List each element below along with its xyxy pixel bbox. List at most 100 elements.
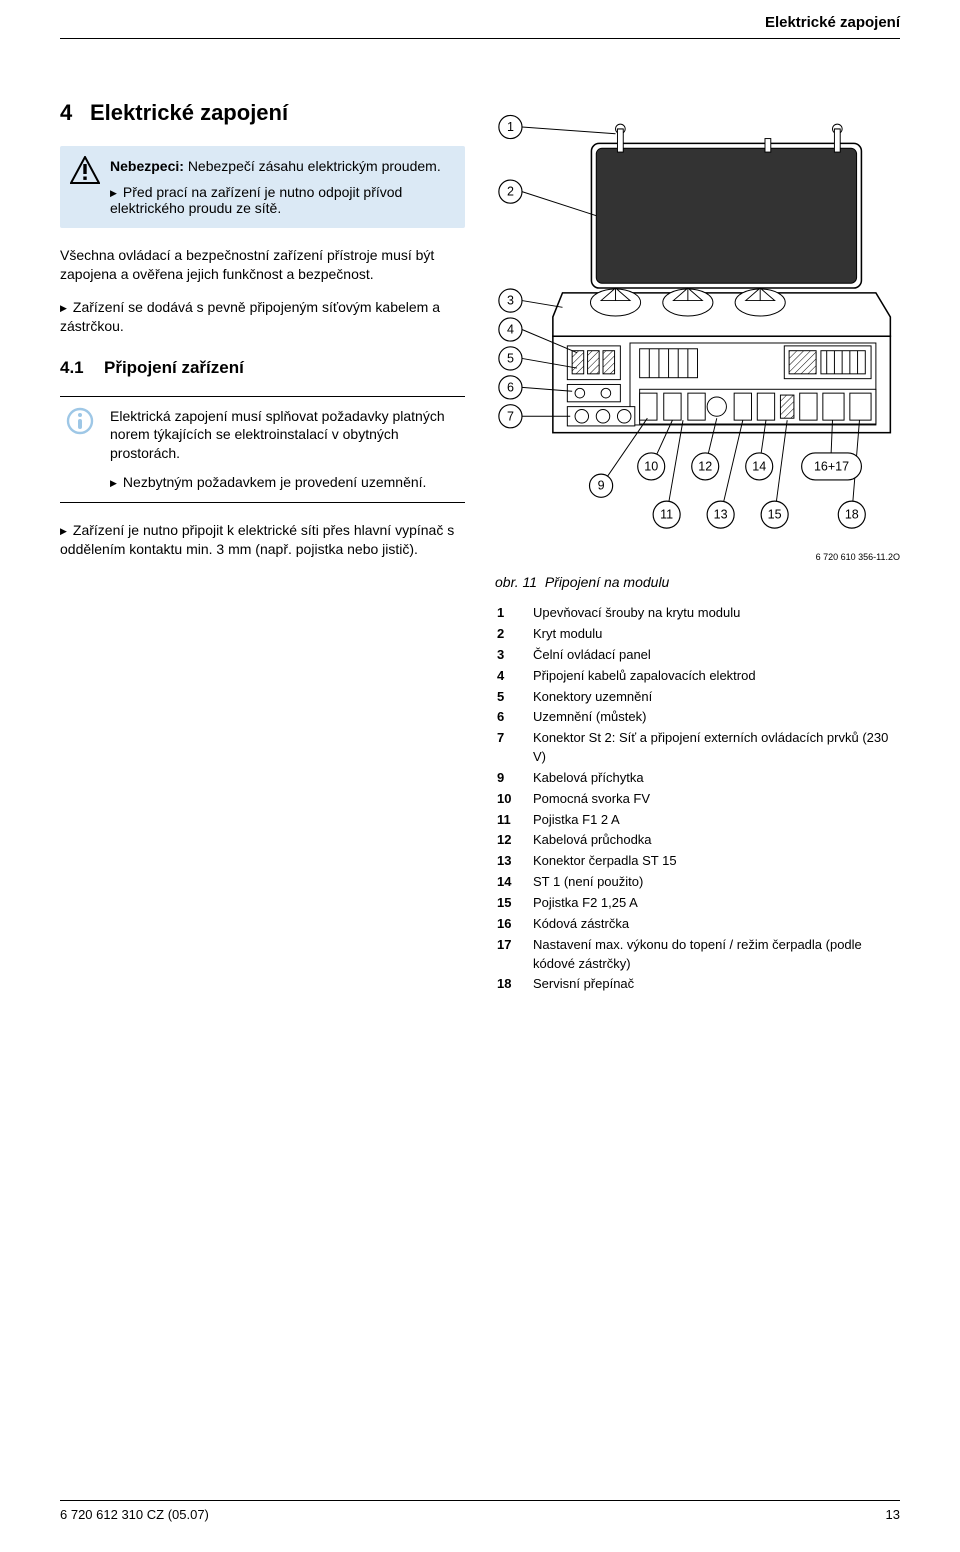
screw-icon	[832, 124, 842, 152]
legend-row: 5Konektory uzemnění	[497, 688, 898, 707]
legend-row: 12Kabelová průchodka	[497, 831, 898, 850]
footer-page-number: 13	[886, 1507, 900, 1522]
figure-caption-prefix: obr. 11	[495, 574, 537, 590]
callout: 12	[692, 453, 719, 480]
subsection-heading: 4.1Připojení zařízení	[60, 358, 465, 378]
legend-row: 15Pojistka F2 1,25 A	[497, 894, 898, 913]
callout: 2	[499, 180, 522, 203]
legend-number: 7	[497, 729, 531, 767]
legend-text: ST 1 (není použito)	[533, 873, 898, 892]
legend-text: Konektory uzemnění	[533, 688, 898, 707]
callout: 18	[838, 501, 865, 528]
legend-text: Kabelová příchytka	[533, 769, 898, 788]
legend-text: Nastavení max. výkonu do topení / režim …	[533, 936, 898, 974]
subsection-title: Připojení zařízení	[104, 358, 244, 377]
section-heading: 4Elektrické zapojení	[60, 100, 465, 126]
header-rule	[60, 38, 900, 39]
warning-box: Nebezpeci: Nebezpečí zásahu elektrickým …	[60, 146, 465, 228]
legend-row: 4Připojení kabelů zapalovacích elektrod	[497, 667, 898, 686]
callout: 7	[499, 405, 522, 428]
svg-text:2: 2	[507, 185, 514, 199]
legend-text: Kryt modulu	[533, 625, 898, 644]
svg-text:18: 18	[845, 508, 859, 522]
legend-number: 18	[497, 975, 531, 994]
svg-text:11: 11	[660, 508, 673, 522]
callout: 15	[761, 501, 788, 528]
legend-text: Pojistka F1 2 A	[533, 811, 898, 830]
legend-row: 1Upevňovací šrouby na krytu modulu	[497, 604, 898, 623]
module-diagram: 1 2 3 4 5 6 7 9 10 12 14 16+17 11 13 15 …	[495, 100, 900, 556]
svg-text:10: 10	[644, 459, 658, 473]
section-number: 4	[60, 100, 90, 126]
callout: 11	[653, 501, 680, 528]
info-icon	[66, 407, 94, 435]
callout: 1	[499, 115, 522, 138]
svg-text:1: 1	[507, 120, 514, 134]
legend-text: Upevňovací šrouby na krytu modulu	[533, 604, 898, 623]
legend-text: Kódová zástrčka	[533, 915, 898, 934]
callout: 13	[707, 501, 734, 528]
legend-number: 4	[497, 667, 531, 686]
info-item: Nezbytným požadavkem je provedení uzemně…	[110, 473, 455, 492]
warning-triangle-icon	[70, 156, 100, 184]
legend-row: 17Nastavení max. výkonu do topení / reži…	[497, 936, 898, 974]
legend-text: Konektor St 2: Síť a připojení externích…	[533, 729, 898, 767]
legend-text: Konektor čerpadla ST 15	[533, 852, 898, 871]
legend-text: Připojení kabelů zapalovacích elektrod	[533, 667, 898, 686]
svg-text:3: 3	[507, 294, 514, 308]
legend-number: 14	[497, 873, 531, 892]
legend-text: Servisní přepínač	[533, 975, 898, 994]
paragraph: Všechna ovládací a bezpečnostní zařízení…	[60, 246, 465, 284]
legend-row: 16Kódová zástrčka	[497, 915, 898, 934]
svg-text:5: 5	[507, 351, 514, 365]
legend-text: Uzemnění (můstek)	[533, 708, 898, 727]
legend-number: 11	[497, 811, 531, 830]
legend-text: Čelní ovládací panel	[533, 646, 898, 665]
screw-icon	[616, 124, 626, 152]
callout: 5	[499, 347, 522, 370]
legend-row: 18Servisní přepínač	[497, 975, 898, 994]
figure-caption-text: Připojení na modulu	[545, 574, 670, 590]
legend-row: 3Čelní ovládací panel	[497, 646, 898, 665]
subsection-number: 4.1	[60, 358, 104, 378]
legend-number: 13	[497, 852, 531, 871]
svg-text:7: 7	[507, 409, 514, 423]
info-block: Elektrická zapojení musí splňovat požada…	[60, 396, 465, 504]
callout: 10	[638, 453, 665, 480]
callout: 4	[499, 318, 522, 341]
legend-number: 17	[497, 936, 531, 974]
callout: 3	[499, 289, 522, 312]
left-column: 4Elektrické zapojení Nebezpeci: Nebezpeč…	[60, 100, 465, 996]
figure-legend: 1Upevňovací šrouby na krytu modulu2Kryt …	[495, 602, 900, 996]
bullet-item: Zařízení se dodává s pevně připojeným sí…	[60, 298, 465, 336]
legend-row: 6Uzemnění (můstek)	[497, 708, 898, 727]
warning-label: Nebezpeci:	[110, 158, 184, 174]
figure-caption: obr. 11 Připojení na modulu	[495, 574, 900, 590]
svg-text:4: 4	[507, 322, 514, 336]
page-footer: 6 720 612 310 CZ (05.07) 13	[60, 1500, 900, 1522]
info-paragraph: Elektrická zapojení musí splňovat požada…	[110, 407, 455, 464]
svg-text:13: 13	[714, 508, 728, 522]
svg-text:14: 14	[752, 459, 766, 473]
legend-number: 16	[497, 915, 531, 934]
bullet-item: Zařízení je nutno připojit k elektrické …	[60, 521, 465, 559]
svg-text:6: 6	[507, 380, 514, 394]
legend-number: 10	[497, 790, 531, 809]
legend-row: 7Konektor St 2: Síť a připojení externíc…	[497, 729, 898, 767]
right-column: 1 2 3 4 5 6 7 9 10 12 14 16+17 11 13 15 …	[495, 100, 900, 996]
legend-number: 12	[497, 831, 531, 850]
callout: 16+17	[802, 453, 862, 480]
callout: 6	[499, 376, 522, 399]
legend-number: 15	[497, 894, 531, 913]
svg-text:16+17: 16+17	[814, 459, 849, 473]
legend-row: 13Konektor čerpadla ST 15	[497, 852, 898, 871]
legend-number: 9	[497, 769, 531, 788]
warning-item: Před prací na zařízení je nutno odpojit …	[110, 184, 451, 216]
legend-number: 3	[497, 646, 531, 665]
warning-title-text: Nebezpečí zásahu elektrickým proudem.	[188, 158, 441, 174]
footer-doc-code: 6 720 612 310 CZ (05.07)	[60, 1507, 209, 1522]
legend-row: 14ST 1 (není použito)	[497, 873, 898, 892]
legend-number: 1	[497, 604, 531, 623]
svg-text:9: 9	[598, 479, 605, 493]
callout: 9	[590, 474, 613, 497]
